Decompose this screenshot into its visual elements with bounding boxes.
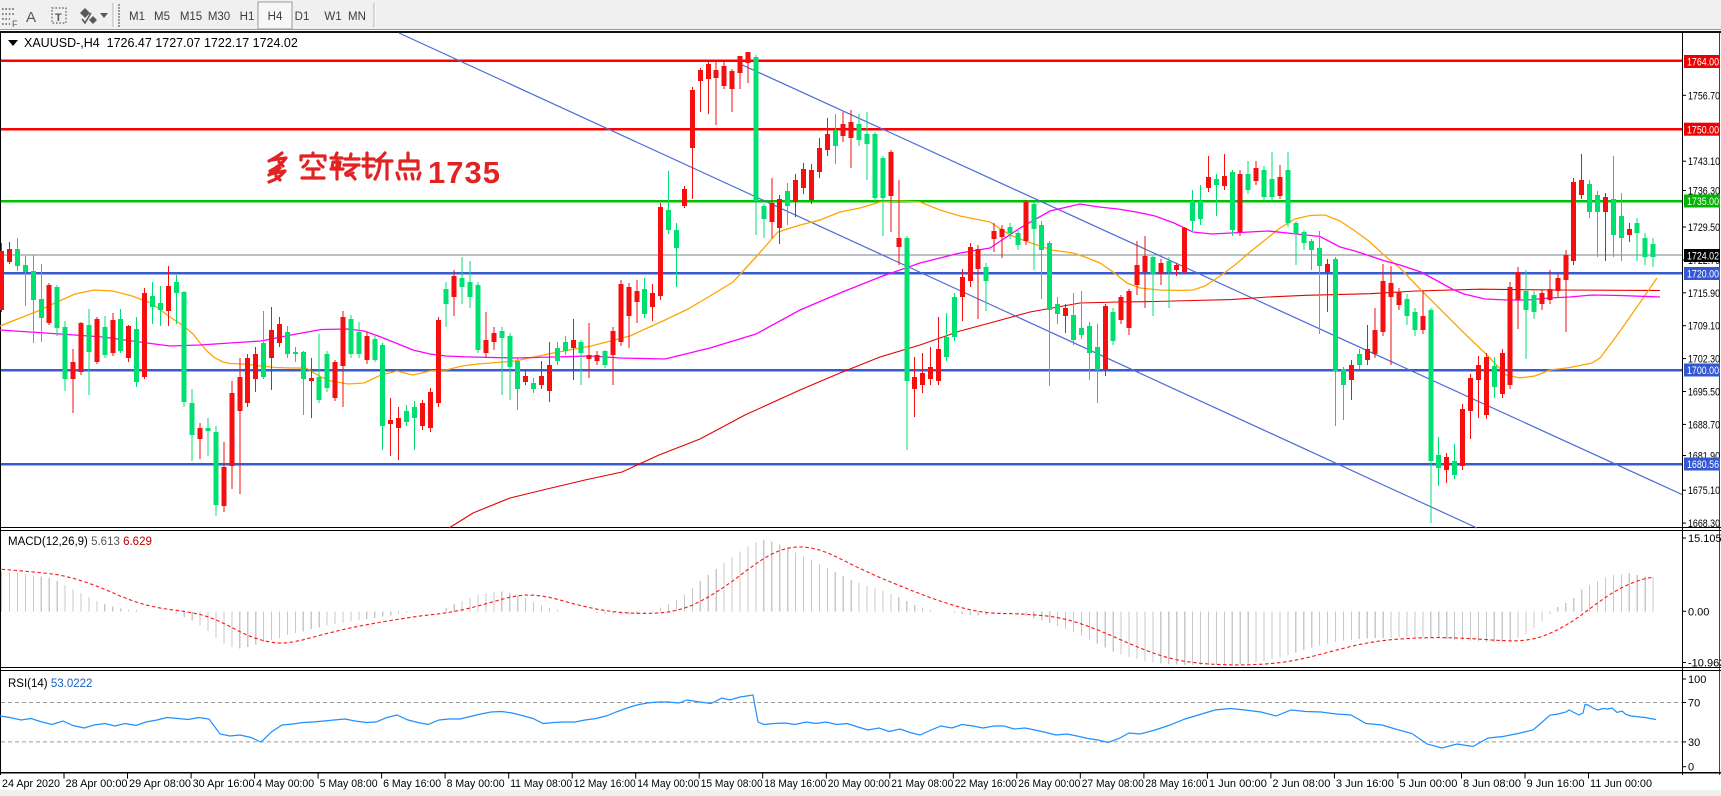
svg-text:M5: M5: [154, 11, 170, 23]
svg-text:H1: H1: [240, 11, 255, 23]
svg-text:1700.00: 1700.00: [1687, 365, 1719, 377]
svg-text:26 May 00:00: 26 May 00:00: [1018, 778, 1080, 790]
svg-text:22 May 16:00: 22 May 16:00: [955, 778, 1017, 790]
svg-text:1724.02: 1724.02: [1687, 251, 1719, 263]
svg-text:9 Jun 16:00: 9 Jun 16:00: [1527, 778, 1585, 790]
svg-text:1735: 1735: [428, 155, 501, 190]
svg-text:20 May 00:00: 20 May 00:00: [828, 778, 890, 790]
svg-text:XAUUSD-,H4 1726.47 1727.07 17: XAUUSD-,H4 1726.47 1727.07 1722.17 1724.…: [24, 36, 298, 50]
svg-text:1702.30: 1702.30: [1688, 354, 1720, 366]
svg-text:70: 70: [1688, 698, 1700, 710]
svg-text:W1: W1: [324, 11, 341, 23]
svg-text:11 Jun 00:00: 11 Jun 00:00: [1590, 778, 1652, 790]
svg-text:14 May 00:00: 14 May 00:00: [637, 778, 699, 790]
svg-text:29 Apr 08:00: 29 Apr 08:00: [129, 778, 191, 790]
svg-text:1688.70: 1688.70: [1688, 419, 1720, 431]
svg-text:12 May 16:00: 12 May 16:00: [574, 778, 636, 790]
svg-text:F: F: [12, 19, 18, 29]
svg-text:1750.00: 1750.00: [1687, 124, 1719, 136]
svg-text:1675.10: 1675.10: [1688, 485, 1720, 497]
svg-text:5 Jun 00:00: 5 Jun 00:00: [1399, 778, 1457, 790]
svg-text:MN: MN: [348, 11, 366, 23]
svg-text:4 May 00:00: 4 May 00:00: [256, 778, 314, 790]
svg-text:1764.00: 1764.00: [1687, 57, 1719, 69]
svg-text:21 May 08:00: 21 May 08:00: [891, 778, 953, 790]
svg-text:1 Jun 00:00: 1 Jun 00:00: [1209, 778, 1267, 790]
svg-text:M1: M1: [129, 11, 145, 23]
svg-text:H4: H4: [268, 11, 283, 23]
svg-text:30 Apr 16:00: 30 Apr 16:00: [193, 778, 255, 790]
svg-text:MACD(12,26,9) 5.613 6.629: MACD(12,26,9) 5.613 6.629: [8, 536, 152, 548]
svg-text:1680.56: 1680.56: [1687, 459, 1719, 471]
svg-text:1720.00: 1720.00: [1687, 269, 1719, 281]
svg-text:18 May 16:00: 18 May 16:00: [764, 778, 826, 790]
svg-text:2 Jun 08:00: 2 Jun 08:00: [1272, 778, 1330, 790]
svg-text:8 Jun 08:00: 8 Jun 08:00: [1463, 778, 1521, 790]
svg-text:1756.70: 1756.70: [1688, 90, 1720, 102]
svg-text:1729.50: 1729.50: [1688, 222, 1720, 234]
svg-text:1709.10: 1709.10: [1688, 321, 1720, 333]
svg-text:15 May 08:00: 15 May 08:00: [701, 778, 763, 790]
svg-text:T: T: [55, 12, 62, 24]
svg-text:15.105: 15.105: [1688, 533, 1721, 545]
svg-text:M15: M15: [180, 11, 202, 23]
svg-text:1668.30: 1668.30: [1688, 518, 1720, 530]
svg-text:A: A: [26, 9, 36, 26]
svg-text:3 Jun 16:00: 3 Jun 16:00: [1336, 778, 1394, 790]
svg-text:-10.963: -10.963: [1688, 658, 1721, 670]
svg-text:1743.10: 1743.10: [1688, 156, 1720, 168]
svg-text:28 Apr 00:00: 28 Apr 00:00: [66, 778, 128, 790]
svg-text:RSI(14) 53.0222: RSI(14) 53.0222: [8, 678, 92, 690]
svg-text:D1: D1: [295, 11, 310, 23]
svg-text:1695.50: 1695.50: [1688, 387, 1720, 399]
svg-text:28 May 16:00: 28 May 16:00: [1145, 778, 1207, 790]
svg-text:6 May 16:00: 6 May 16:00: [383, 778, 441, 790]
svg-text:5 May 08:00: 5 May 08:00: [320, 778, 378, 790]
svg-text:M30: M30: [208, 11, 230, 23]
svg-text:1735.00: 1735.00: [1687, 196, 1719, 208]
svg-text:24 Apr 2020: 24 Apr 2020: [2, 778, 60, 790]
svg-text:27 May 08:00: 27 May 08:00: [1082, 778, 1144, 790]
svg-text:1715.90: 1715.90: [1688, 288, 1720, 300]
svg-text:8 May 00:00: 8 May 00:00: [447, 778, 505, 790]
svg-text:0.00: 0.00: [1688, 606, 1709, 618]
svg-text:11 May 08:00: 11 May 08:00: [510, 778, 572, 790]
svg-text:30: 30: [1688, 737, 1700, 749]
svg-text:0: 0: [1688, 762, 1694, 774]
svg-text:100: 100: [1688, 674, 1706, 686]
